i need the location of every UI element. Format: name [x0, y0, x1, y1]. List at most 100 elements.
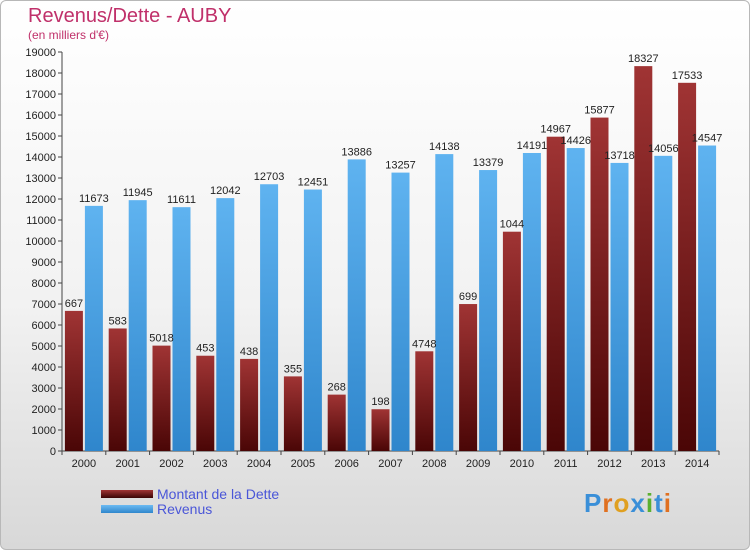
data-label-dette: 198: [371, 396, 389, 408]
bar-dette: [459, 304, 478, 451]
bar-revenus: [698, 145, 717, 451]
y-tick-label: 6000: [32, 320, 56, 332]
bar-revenus: [128, 200, 147, 451]
y-tick-label: 7000: [32, 299, 56, 311]
x-tick-label: 2011: [554, 458, 578, 470]
legend-label-revenus: Revenus: [157, 501, 213, 517]
bar-revenus: [522, 152, 541, 451]
x-tick-label: 2000: [72, 458, 96, 470]
data-label-dette: 1044: [500, 219, 524, 231]
x-tick-label: 2005: [291, 458, 315, 470]
bar-revenus: [260, 184, 279, 451]
y-tick-label: 4000: [32, 362, 56, 374]
data-label-dette: 18327: [628, 53, 659, 65]
bar-dette: [64, 310, 83, 451]
legend-swatch-dette: [101, 490, 153, 498]
y-tick-label: 11000: [26, 215, 56, 227]
bar-revenus: [654, 155, 673, 451]
bar-dette: [678, 82, 697, 451]
bar-dette: [240, 358, 259, 451]
x-tick-label: 2002: [159, 458, 183, 470]
bar-dette: [546, 136, 565, 451]
y-tick-label: 0: [50, 446, 56, 458]
bar-revenus: [610, 162, 629, 451]
bar-dette: [502, 231, 521, 451]
y-tick-label: 14000: [25, 152, 56, 164]
bar-revenus: [216, 198, 235, 451]
data-label-revenus: 14547: [692, 133, 723, 145]
y-tick-label: 18000: [25, 68, 56, 80]
bar-dette: [415, 351, 434, 451]
data-label-dette: 268: [328, 382, 346, 394]
bar-dette: [283, 376, 302, 451]
bar-revenus: [84, 205, 103, 451]
y-tick-label: 10000: [25, 236, 56, 248]
x-tick-label: 2012: [597, 458, 621, 470]
data-label-dette: 667: [65, 298, 83, 310]
data-label-revenus: 13379: [473, 157, 504, 169]
bar-dette: [371, 409, 390, 451]
chart-title: Revenus/Dette - AUBY: [28, 5, 232, 27]
x-tick-label: 2008: [422, 458, 446, 470]
x-tick-label: 2009: [466, 458, 490, 470]
data-label-revenus: 13257: [385, 160, 416, 172]
x-tick-label: 2007: [378, 458, 402, 470]
bar-revenus: [391, 172, 410, 451]
data-label-revenus: 11673: [79, 193, 109, 205]
x-tick-label: 2006: [334, 458, 358, 470]
bar-revenus: [347, 159, 366, 452]
data-label-revenus: 11945: [123, 187, 153, 199]
x-tick-label: 2004: [247, 458, 271, 470]
y-tick-label: 12000: [25, 194, 56, 206]
data-label-dette: 17533: [672, 70, 703, 82]
chart-subtitle: (en milliers d'€): [28, 28, 109, 42]
y-tick-label: 13000: [25, 173, 56, 185]
bar-revenus: [435, 154, 454, 452]
y-tick-label: 17000: [25, 89, 56, 101]
data-label-revenus: 14056: [648, 143, 679, 155]
bar-dette: [196, 355, 215, 451]
data-label-dette: 438: [240, 346, 258, 358]
data-label-revenus: 12451: [298, 177, 329, 189]
y-tick-label: 1000: [32, 425, 56, 437]
x-tick-label: 2013: [641, 458, 665, 470]
bar-dette: [327, 394, 346, 451]
data-label-revenus: 12703: [254, 171, 285, 183]
bar-dette: [108, 328, 127, 451]
x-tick-label: 2010: [510, 458, 534, 470]
data-label-dette: 699: [459, 291, 477, 303]
data-label-revenus: 14138: [429, 141, 460, 153]
y-tick-label: 16000: [25, 110, 56, 122]
data-label-revenus: 11611: [167, 194, 196, 206]
y-tick-label: 5000: [32, 341, 56, 353]
bar-revenus: [566, 148, 585, 451]
bar-revenus: [303, 189, 322, 452]
data-label-revenus: 14191: [517, 140, 548, 152]
data-label-dette: 4748: [412, 338, 436, 350]
bar-dette: [590, 117, 609, 451]
legend-swatch-revenus: [101, 505, 153, 513]
proxiti-logo: Proxiti: [584, 488, 672, 518]
x-tick-label: 2001: [115, 458, 139, 470]
data-label-revenus: 13718: [604, 150, 635, 162]
bar-revenus: [479, 170, 498, 451]
data-label-dette: 355: [284, 363, 302, 375]
y-tick-label: 3000: [32, 383, 56, 395]
bar-dette: [634, 66, 653, 452]
x-tick-label: 2003: [203, 458, 227, 470]
y-tick-label: 19000: [25, 47, 56, 59]
bar-revenus: [172, 207, 191, 451]
y-tick-label: 15000: [25, 131, 56, 143]
data-label-dette: 5018: [149, 333, 173, 345]
y-tick-label: 9000: [32, 257, 56, 269]
data-label-dette: 583: [109, 315, 127, 327]
data-label-dette: 14967: [540, 124, 571, 136]
data-label-dette: 15877: [584, 105, 615, 117]
data-label-dette: 453: [196, 343, 214, 355]
y-tick-label: 8000: [32, 278, 56, 290]
legend-label-dette: Montant de la Dette: [157, 486, 280, 502]
data-label-revenus: 12042: [210, 185, 241, 197]
x-tick-label: 2014: [685, 458, 709, 470]
